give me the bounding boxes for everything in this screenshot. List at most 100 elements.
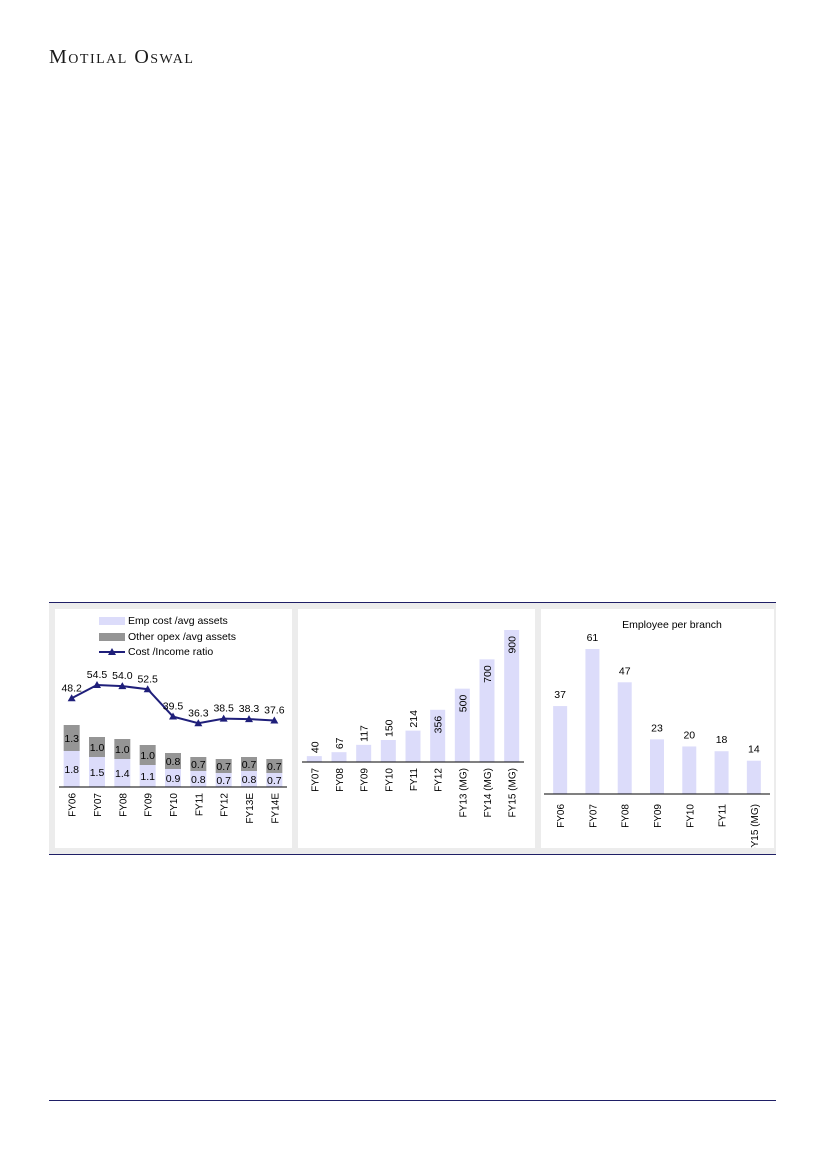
exhibit-top-rule [49,602,776,603]
label-FY10: 20 [683,729,695,741]
label-FY09: 117 [359,725,371,742]
label-FY10: 150 [383,719,395,737]
label-opex-FY06: 1.3 [64,733,79,745]
bar-FY15 (MG) [746,760,761,794]
label-cost-income-FY14E: 37.6 [264,705,285,717]
label-cost-income-FY06: 48.2 [61,682,82,694]
label-emp-FY08: 1.4 [115,768,130,780]
bar-opex-FY11 [190,757,207,771]
label-opex-FY13E: 0.7 [242,759,257,771]
label-cost-income-FY11: 36.3 [188,707,209,719]
label-opex-FY12: 0.7 [216,761,231,773]
label-opex-FY14E: 0.7 [267,761,282,773]
xtick-FY11: FY11 [718,804,729,828]
bar-FY13 (MG) [454,688,470,762]
bar-opex-FY07 [89,737,105,757]
branch-count-chart: 40 FY07 67 FY08 117 FY09 150 FY10 214 FY11 356 FY12… [302,630,524,817]
bar-emp-FY10 [165,769,181,787]
bar-FY07 [306,756,322,762]
bar-FY14 (MG) [479,659,495,762]
point-cost-income-FY12 [219,714,228,722]
exhibit-bottom-rule [49,854,776,855]
xtick-FY14 (MG): FY14 (MG) [483,768,494,817]
label-FY14 (MG): 700 [482,665,494,683]
label-emp-FY10: 0.9 [166,773,181,785]
bar-opex-FY08 [114,739,131,759]
xtick-FY07: FY07 [310,768,321,792]
xtick-FY12: FY12 [434,768,445,792]
bar-emp-FY07 [89,757,105,787]
bar-emp-FY11 [190,771,207,787]
bar-FY08 [617,682,632,794]
point-cost-income-FY08 [118,682,127,690]
bar-emp-FY14E [266,773,283,787]
label-FY06: 37 [554,689,566,701]
legend-swatch-0 [99,617,125,625]
xtick-FY09: FY09 [144,793,155,817]
label-emp-FY14E: 0.7 [267,775,282,787]
xtick-FY14E: FY14E [270,793,281,824]
label-FY11: 18 [716,734,728,746]
employee-per-branch-chart: Employee per branch 37 FY06 61 FY07 47 FY08 23 F… [544,619,770,853]
xtick-FY08: FY08 [118,793,129,817]
xtick-FY07: FY07 [93,793,104,817]
xtick-FY06: FY06 [556,804,567,828]
label-cost-income-FY10: 39.5 [163,701,184,713]
label-FY12: 356 [433,716,445,734]
bar-FY11 [714,751,729,794]
label-cost-income-FY08: 54.0 [112,670,133,682]
label-FY08: 67 [334,737,346,749]
cost-ratio-chart: Emp cost /avg assets Other opex /avg asse… [59,615,287,824]
point-cost-income-FY13E [245,715,253,723]
point-cost-income-FY07 [93,681,101,689]
label-FY15 (MG): 14 [748,744,760,756]
point-cost-income-FY14E [270,716,279,724]
bar-FY15 (MG) [504,630,520,762]
chart-panel-branches: 40 FY07 67 FY08 117 FY09 150 FY10 214 FY11 356 FY12… [298,609,535,848]
legend-label-2: Cost /Income ratio [128,646,213,658]
xtick-FY15 (MG): FY15 (MG) [508,768,519,817]
point-cost-income-FY09 [143,685,152,693]
label-opex-FY10: 0.8 [166,756,181,768]
legend-label-0: Emp cost /avg assets [128,615,228,627]
xtick-FY11: FY11 [194,793,205,817]
bar-FY07 [585,649,600,794]
bar-opex-FY14E [266,759,283,773]
bar-FY10 [682,746,697,794]
legend-label-1: Other opex /avg assets [128,631,236,643]
label-opex-FY09: 1.0 [140,750,155,762]
xtick-FY11: FY11 [409,768,420,792]
chart-panel-cost: Emp cost /avg assets Other opex /avg asse… [55,609,292,848]
xtick-FY09: FY09 [653,804,664,828]
label-opex-FY11: 0.7 [191,759,206,771]
label-opex-FY08: 1.0 [115,744,130,756]
bar-opex-FY12 [215,759,232,773]
footer-rule [49,1100,776,1101]
bar-emp-FY13E [241,771,257,787]
label-emp-FY07: 1.5 [90,767,105,779]
bar-FY12 [430,709,446,762]
xtick-FY08: FY08 [335,768,346,792]
bar-FY11 [405,730,421,762]
bar-FY06 [553,706,568,794]
bar-FY10 [380,740,396,762]
label-FY07: 40 [309,741,321,753]
chart-panel-employees: Employee per branch 37 FY06 61 FY07 47 FY08 23 F… [541,609,774,853]
xtick-FY07: FY07 [588,804,599,828]
label-cost-income-FY12: 38.5 [213,703,234,715]
bar-FY09 [356,744,372,762]
point-cost-income-FY11 [194,719,203,727]
xtick-FY13E: FY13E [245,793,256,824]
legend-swatch-1 [99,633,125,641]
label-cost-income-FY13E: 38.3 [239,703,260,715]
bar-emp-FY06 [63,751,80,787]
label-emp-FY11: 0.8 [191,774,206,786]
label-cost-income-FY07: 54.5 [87,669,108,681]
xtick-FY08: FY08 [621,804,632,828]
label-FY07: 61 [587,632,599,644]
xtick-FY10: FY10 [685,804,696,828]
label-FY13 (MG): 500 [457,695,469,713]
bar-emp-FY12 [215,773,232,787]
bar-FY08 [331,752,347,762]
label-emp-FY09: 1.1 [140,771,155,783]
